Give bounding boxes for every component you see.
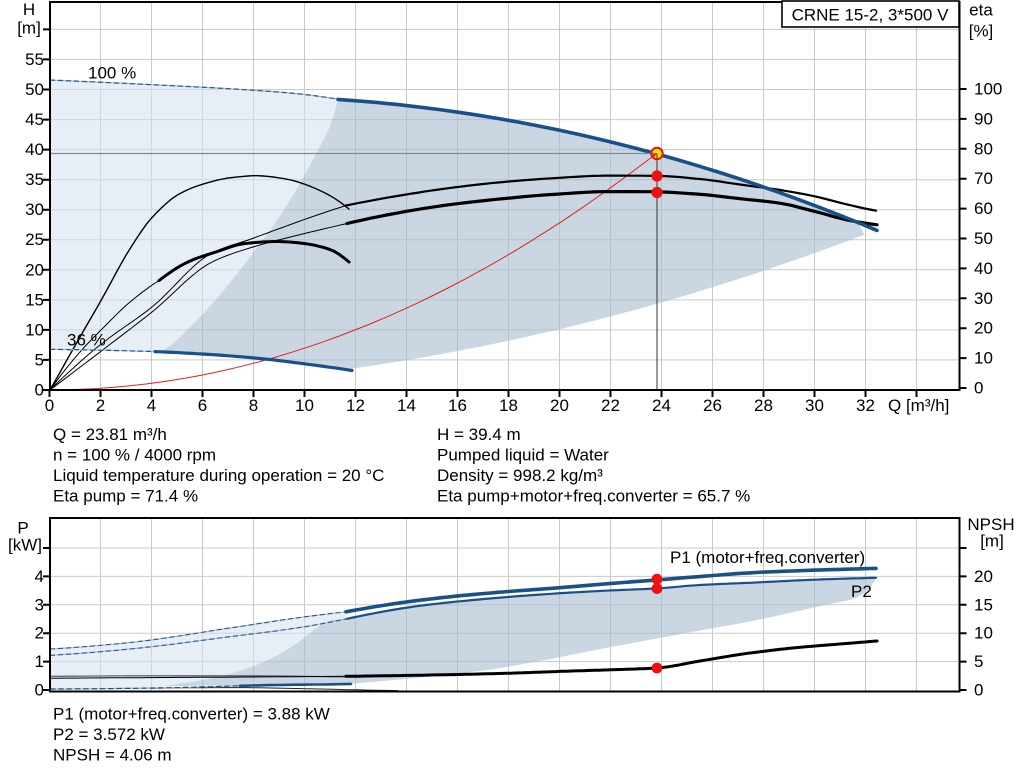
- svg-text:3: 3: [35, 595, 44, 614]
- svg-text:6: 6: [198, 396, 207, 415]
- svg-text:36 %: 36 %: [67, 331, 106, 350]
- svg-text:8: 8: [249, 396, 258, 415]
- svg-text:n = 100 % / 4000 rpm: n = 100 % / 4000 rpm: [53, 446, 216, 465]
- svg-text:0: 0: [45, 396, 54, 415]
- svg-text:H = 39.4 m: H = 39.4 m: [437, 425, 521, 444]
- svg-text:Q [m³/h]: Q [m³/h]: [888, 396, 949, 415]
- svg-text:18: 18: [499, 396, 518, 415]
- svg-text:28: 28: [754, 396, 773, 415]
- svg-text:4: 4: [35, 567, 44, 586]
- svg-text:10: 10: [974, 624, 993, 643]
- svg-text:22: 22: [601, 396, 620, 415]
- svg-text:0: 0: [974, 681, 983, 700]
- svg-text:100 %: 100 %: [88, 64, 136, 83]
- svg-text:32: 32: [856, 396, 875, 415]
- svg-text:P1 (motor+freq.converter) = 3.: P1 (motor+freq.converter) = 3.88 kW: [53, 705, 330, 724]
- svg-text:2: 2: [96, 396, 105, 415]
- svg-text:10: 10: [295, 396, 314, 415]
- svg-text:26: 26: [703, 396, 722, 415]
- svg-text:10: 10: [974, 349, 993, 368]
- svg-text:P: P: [17, 519, 28, 538]
- svg-text:12: 12: [346, 396, 365, 415]
- svg-text:Liquid temperature during oper: Liquid temperature during operation = 20…: [53, 466, 384, 485]
- svg-text:20: 20: [25, 260, 44, 279]
- svg-text:16: 16: [448, 396, 467, 415]
- svg-text:Density = 998.2 kg/m³: Density = 998.2 kg/m³: [437, 466, 603, 485]
- svg-text:10: 10: [25, 320, 44, 339]
- svg-text:60: 60: [974, 199, 993, 218]
- svg-text:35: 35: [25, 170, 44, 189]
- svg-text:50: 50: [974, 229, 993, 248]
- svg-text:50: 50: [25, 80, 44, 99]
- svg-text:4: 4: [147, 396, 156, 415]
- svg-text:5: 5: [35, 350, 44, 369]
- svg-text:40: 40: [25, 140, 44, 159]
- svg-text:0: 0: [974, 379, 983, 398]
- svg-text:NPSH: NPSH: [967, 515, 1014, 534]
- svg-text:20: 20: [974, 567, 993, 586]
- svg-text:20: 20: [550, 396, 569, 415]
- svg-text:80: 80: [974, 139, 993, 158]
- svg-text:0: 0: [35, 681, 44, 700]
- svg-text:[m]: [m]: [980, 532, 1004, 551]
- svg-text:30: 30: [974, 289, 993, 308]
- svg-text:Eta pump = 71.4 %: Eta pump = 71.4 %: [53, 487, 198, 506]
- svg-text:25: 25: [25, 230, 44, 249]
- svg-text:15: 15: [25, 290, 44, 309]
- svg-text:CRNE 15-2, 3*500 V: CRNE 15-2, 3*500 V: [792, 6, 950, 25]
- svg-text:Q = 23.81 m³/h: Q = 23.81 m³/h: [53, 425, 167, 444]
- svg-text:90: 90: [974, 109, 993, 128]
- svg-text:[kW]: [kW]: [8, 536, 42, 555]
- svg-text:0: 0: [35, 381, 44, 400]
- svg-text:45: 45: [25, 110, 44, 129]
- svg-text:1: 1: [35, 652, 44, 671]
- svg-text:24: 24: [652, 396, 671, 415]
- svg-text:70: 70: [974, 169, 993, 188]
- svg-text:H: H: [23, 0, 35, 19]
- svg-text:40: 40: [974, 259, 993, 278]
- svg-text:NPSH = 4.06 m: NPSH = 4.06 m: [53, 746, 172, 765]
- svg-text:eta: eta: [969, 1, 993, 20]
- svg-text:P2 = 3.572 kW: P2 = 3.572 kW: [53, 725, 165, 744]
- svg-text:55: 55: [25, 50, 44, 69]
- svg-text:[%]: [%]: [969, 22, 994, 41]
- svg-text:20: 20: [974, 319, 993, 338]
- svg-text:Pumped liquid = Water: Pumped liquid = Water: [437, 446, 609, 465]
- svg-text:[m]: [m]: [17, 19, 41, 38]
- svg-text:2: 2: [35, 624, 44, 643]
- svg-text:14: 14: [397, 396, 416, 415]
- svg-text:5: 5: [974, 652, 983, 671]
- svg-text:P2: P2: [851, 582, 872, 601]
- svg-text:P1 (motor+freq.converter): P1 (motor+freq.converter): [670, 548, 865, 567]
- svg-text:Eta pump+motor+freq.converter: Eta pump+motor+freq.converter = 65.7 %: [437, 487, 750, 506]
- svg-text:30: 30: [25, 200, 44, 219]
- svg-text:100: 100: [974, 80, 1002, 99]
- svg-text:30: 30: [805, 396, 824, 415]
- svg-text:15: 15: [974, 595, 993, 614]
